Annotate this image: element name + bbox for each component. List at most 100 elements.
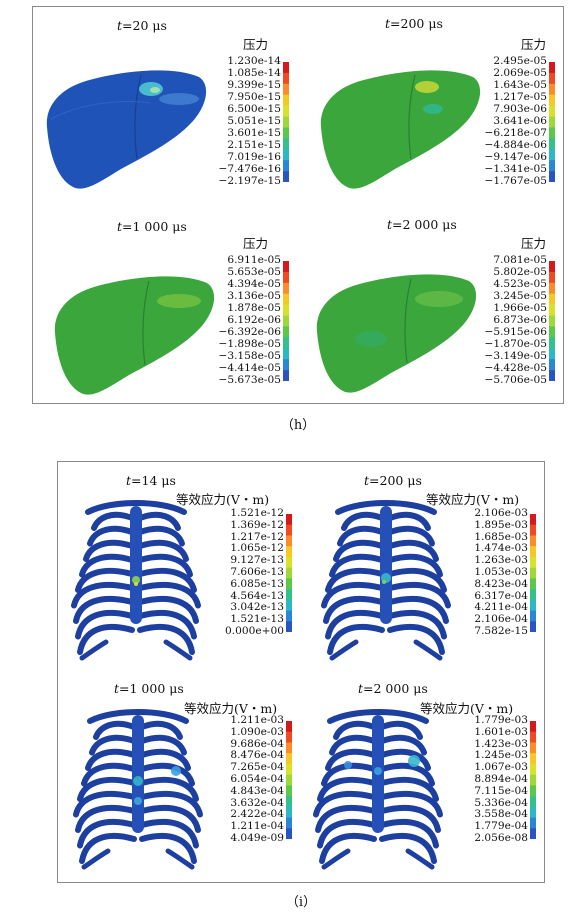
colorbar: [549, 62, 555, 182]
colorbar-segment: [530, 599, 536, 611]
colorbar-tick-label: −4.414e-05: [218, 362, 281, 374]
liver-panel-t1000: t=1 000 μs 压力 6.911e-05 5.653e-05 4.394e-0…: [33, 207, 299, 405]
rib-right: [137, 511, 181, 531]
rib-right: [379, 734, 427, 756]
colorbar-segment: [286, 535, 292, 547]
colorbar: [286, 514, 292, 632]
colorbar-segment: [283, 271, 289, 284]
rib-right: [379, 804, 441, 833]
figure-i-frame: t=14 μs 等效应力(V・m) 1.521e-12 1.369e-12 1.21…: [57, 461, 545, 883]
colorbar: [286, 721, 292, 839]
colorbar-tick-label: 5.802e-05: [493, 266, 547, 278]
rib-right: [405, 848, 435, 870]
colorbar-tick-label: −5.915e-06: [484, 326, 547, 338]
colorbar-segment: [549, 315, 555, 327]
colorbar-tick-label: 9.686e-04: [230, 737, 284, 750]
colorbar-ticks: 1.521e-12 1.369e-12 1.217e-12 1.065e-12 9.12…: [198, 508, 284, 636]
rib-right: [139, 748, 191, 771]
stress-hotspot: [374, 767, 382, 775]
colorbar-tick-label: 5.051e-15: [227, 115, 281, 127]
colorbar-tick-label: 6.085e-13: [230, 577, 284, 590]
colorbar-tick-label: 8.423e-04: [474, 577, 528, 590]
stress-hotspot: [132, 576, 140, 584]
rib-right: [137, 525, 185, 547]
colorbar: [530, 514, 536, 632]
rib-right: [387, 525, 435, 547]
rib-left: [71, 581, 135, 609]
rib-left: [75, 804, 137, 833]
colorbar-tick-label: 1.643e-05: [493, 79, 547, 91]
colorbar-segment: [530, 556, 536, 568]
colorbar-segment: [283, 94, 289, 106]
rib-right: [139, 790, 203, 818]
ribcage-panel-t200: t=200 μs 等效应力(V・m) 2.106e-03 1.895e-03 1.6…: [302, 462, 546, 673]
colorbar-segment: [283, 149, 289, 161]
colorbar-tick-label: 2.106e-04: [474, 613, 528, 626]
colorbar-segment: [286, 742, 292, 754]
colorbar-segment: [283, 370, 289, 381]
colorbar-tick-label: 9.399e-15: [227, 79, 281, 91]
colorbar-tick-label: 7.582e-15: [474, 625, 528, 637]
rib-right: [387, 581, 451, 609]
rib-right: [139, 776, 199, 802]
rib-left: [329, 734, 377, 756]
colorbar-segment: [283, 72, 289, 85]
rib-left: [325, 609, 385, 640]
stress-hotspot: [382, 580, 386, 584]
figure-i-caption: （i）: [285, 895, 317, 910]
colorbar-tick-label: 7.081e-05: [493, 254, 547, 266]
clavicle: [85, 500, 187, 515]
rib-left: [91, 511, 135, 531]
rib-left: [325, 748, 377, 771]
colorbar-segment: [286, 817, 292, 829]
colorbar-tick-label: 6.911e-05: [227, 254, 281, 266]
colorbar-segment: [549, 127, 555, 139]
stress-hotspot: [171, 766, 181, 776]
colorbar-tick-label: −1.341e-05: [484, 163, 547, 175]
colorbar-tick-label: 1.474e-03: [474, 542, 528, 555]
rib-left: [329, 553, 385, 578]
time-label: t=200 μs: [385, 16, 443, 31]
rib-left: [85, 748, 137, 771]
figure-h-frame: t=20 μs 压力 1.230e-14 1.085e-14 9.399e-15 7.…: [32, 6, 564, 404]
colorbar-segment: [286, 763, 292, 775]
colorbar-segment: [530, 610, 536, 622]
colorbar-segment: [283, 326, 289, 338]
colorbar-tick-label: −3.149e-05: [484, 350, 547, 362]
colorbar-segment: [549, 160, 555, 172]
colorbar-segment: [549, 359, 555, 371]
liver-panel-t200: t=200 μs 压力 2.495e-05 2.069e-05 1.643e-05 1…: [299, 7, 565, 207]
colorbar-segment: [286, 785, 292, 797]
colorbar-tick-label: 4.211e-04: [474, 601, 528, 614]
rib-right: [163, 639, 193, 661]
colorbar-segment: [549, 326, 555, 338]
colorbar-tick-label: 5.336e-04: [474, 796, 528, 809]
colorbar-segment: [549, 62, 555, 74]
colorbar-tick-label: −6.392e-06: [218, 326, 281, 338]
rib-left: [321, 762, 377, 787]
rib-left: [79, 553, 135, 578]
time-label: t=2 000 μs: [387, 217, 457, 232]
rib-left: [79, 833, 137, 864]
colorbar-tick-label: 8.476e-04: [230, 749, 284, 762]
ribcage-mesh: [321, 500, 451, 661]
rib-right: [387, 539, 439, 562]
rib-left: [317, 818, 377, 849]
rib-right: [137, 595, 199, 624]
rib-left: [313, 790, 377, 818]
colorbar-tick-label: 6.873e-06: [493, 314, 547, 326]
time-value: =200 μs: [390, 16, 443, 31]
rib-left: [81, 848, 111, 870]
time-variable: t: [358, 681, 364, 696]
rib-right: [137, 581, 201, 609]
rib-right: [139, 818, 199, 849]
colorbar-tick-label: −4.884e-06: [484, 139, 547, 151]
colorbar-tick-label: −1.898e-05: [218, 338, 281, 350]
colorbar-segment: [530, 589, 536, 601]
rib-right: [139, 833, 197, 864]
time-variable: t: [387, 217, 393, 232]
colorbar-tick-label: 3.042e-13: [230, 601, 284, 614]
rib-right: [387, 595, 449, 624]
time-variable: t: [126, 473, 132, 488]
colorbar-segment: [549, 293, 555, 305]
